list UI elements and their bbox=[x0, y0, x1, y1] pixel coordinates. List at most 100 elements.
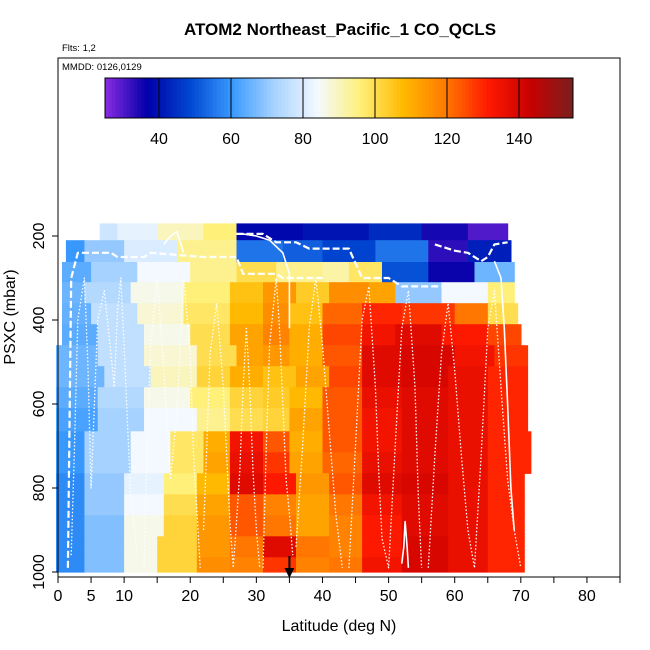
heatmap-cell bbox=[229, 431, 264, 453]
colorbar-segment bbox=[357, 78, 362, 118]
heatmap-cell bbox=[124, 515, 165, 537]
x-axis-label: Latitude (deg N) bbox=[282, 618, 397, 635]
heatmap-cell bbox=[144, 324, 191, 346]
heatmap-cell bbox=[289, 324, 324, 346]
heatmap-cell bbox=[163, 473, 198, 495]
heatmap-cell bbox=[263, 366, 297, 388]
colorbar-segment bbox=[339, 78, 344, 118]
heatmap-cell bbox=[401, 473, 449, 495]
colorbar-segment bbox=[198, 78, 203, 118]
heatmap-cell bbox=[236, 240, 284, 263]
heatmap-cell bbox=[263, 431, 290, 453]
heatmap-cell bbox=[322, 240, 376, 263]
heatmap-cells bbox=[56, 223, 532, 573]
heatmap-cell bbox=[487, 515, 525, 537]
colorbar-tick-label: 100 bbox=[362, 131, 389, 148]
colorbar-segment bbox=[259, 78, 264, 118]
heatmap-cell bbox=[428, 262, 476, 283]
colorbar-segment bbox=[216, 78, 221, 118]
heatmap-cell bbox=[229, 557, 264, 573]
colorbar-segment bbox=[137, 78, 142, 118]
flight-track bbox=[202, 302, 261, 569]
x-tick-label: 5 bbox=[87, 588, 96, 605]
colorbar-segment bbox=[511, 78, 516, 118]
heatmap-cell bbox=[329, 536, 363, 558]
heatmap-cell bbox=[196, 366, 231, 388]
y-tick-label: 600 bbox=[31, 391, 48, 418]
heatmap-cell bbox=[401, 515, 449, 537]
heatmap-cell bbox=[203, 223, 238, 241]
colorbar-segment bbox=[195, 78, 200, 118]
colorbar-segment bbox=[393, 78, 398, 118]
heatmap-cell bbox=[348, 262, 383, 283]
colorbar-tick-label: 140 bbox=[506, 131, 533, 148]
heatmap-cell bbox=[296, 366, 330, 388]
colorbar-segment bbox=[447, 78, 452, 118]
colorbar-segment bbox=[112, 78, 117, 118]
heatmap-cell bbox=[170, 452, 205, 474]
colorbar-segment bbox=[133, 78, 138, 118]
heatmap-cell bbox=[401, 452, 449, 474]
heatmap-cell bbox=[474, 262, 515, 283]
heatmap-cell bbox=[296, 536, 330, 558]
colorbar-segment bbox=[562, 78, 567, 118]
heatmap-cell bbox=[177, 240, 238, 263]
colorbar-segment bbox=[303, 78, 308, 118]
heatmap-cell bbox=[263, 387, 290, 409]
colorbar-segment bbox=[105, 78, 110, 118]
colorbar-segment bbox=[367, 78, 372, 118]
colorbar-tick-label: 80 bbox=[294, 131, 312, 148]
heatmap-cell bbox=[322, 431, 363, 453]
colorbar-segment bbox=[324, 78, 329, 118]
colorbar-segment bbox=[263, 78, 268, 118]
heatmap-cell bbox=[401, 494, 449, 516]
heatmap-cell bbox=[137, 262, 191, 283]
colorbar-segment bbox=[205, 78, 210, 118]
colorbar-frame bbox=[104, 77, 574, 119]
x-axis: 0 5 10 20 30 40 50 60 70 80 bbox=[54, 577, 621, 605]
heatmap-cell bbox=[322, 408, 363, 432]
colorbar-segment bbox=[141, 78, 146, 118]
colorbar-segment bbox=[465, 78, 470, 118]
colorbar-segment bbox=[436, 78, 441, 118]
heatmap-cell bbox=[289, 387, 324, 409]
heatmap-cell bbox=[56, 387, 99, 409]
heatmap-cell bbox=[362, 366, 403, 388]
heatmap-cell bbox=[97, 345, 145, 367]
colorbar-segment bbox=[148, 78, 153, 118]
colorbar-segment bbox=[508, 78, 513, 118]
heatmap-cell bbox=[329, 473, 363, 495]
colorbar-segment bbox=[267, 78, 272, 118]
colorbar-segment bbox=[130, 78, 135, 118]
heatmap-cell bbox=[263, 324, 290, 346]
heatmap-cell bbox=[448, 387, 489, 409]
heatmap-cell bbox=[428, 240, 469, 263]
x-tick-label: 80 bbox=[578, 588, 596, 605]
heatmap-cell bbox=[329, 282, 370, 304]
colorbar-segment bbox=[432, 78, 437, 118]
heatmap-cell bbox=[448, 515, 489, 537]
heatmap-cell bbox=[229, 408, 264, 432]
colorbar-segment bbox=[162, 78, 167, 118]
heatmap-cell bbox=[296, 473, 330, 495]
colorbar-segment bbox=[119, 78, 124, 118]
colorbar-segment bbox=[544, 78, 549, 118]
colorbar-segment bbox=[389, 78, 394, 118]
colorbar-segment bbox=[519, 78, 524, 118]
heatmap-cell bbox=[401, 431, 449, 453]
heatmap-cell bbox=[322, 345, 363, 367]
colorbar-segment bbox=[461, 78, 466, 118]
colorbar-segment bbox=[281, 78, 286, 118]
heatmap-cell bbox=[65, 240, 85, 263]
heatmap-cell bbox=[296, 494, 330, 516]
heatmap-cell bbox=[395, 324, 443, 346]
heatmap-cell bbox=[362, 515, 403, 537]
marker-head bbox=[284, 568, 295, 578]
heatmap-cell bbox=[62, 324, 99, 346]
heatmap-cell bbox=[163, 494, 198, 516]
colorbar-segment bbox=[529, 78, 534, 118]
colorbar-segment bbox=[375, 78, 380, 118]
flight-track bbox=[434, 241, 508, 263]
colorbar-segment bbox=[274, 78, 279, 118]
heatmap-cell bbox=[84, 473, 125, 495]
